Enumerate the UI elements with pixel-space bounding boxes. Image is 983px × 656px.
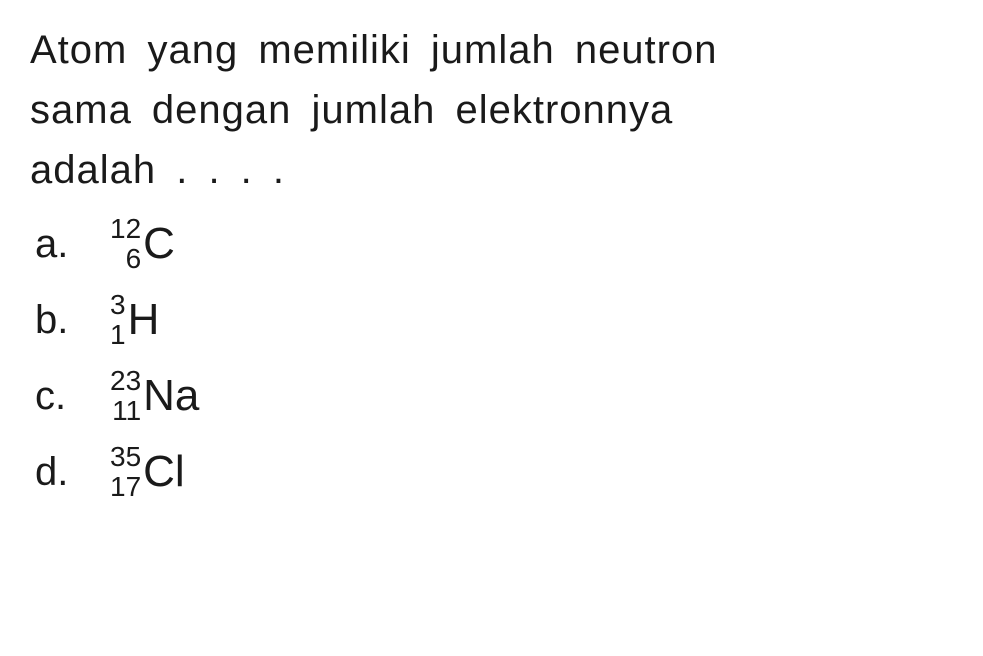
question-line-3: adalah . . . . <box>30 148 285 192</box>
option-letter: a. <box>35 222 110 267</box>
numbers-column: 23 11 <box>110 367 141 425</box>
atomic-number: 6 <box>126 245 142 273</box>
question-line-2: sama dengan jumlah elektronnya <box>30 88 673 132</box>
element-symbol: Cl <box>143 450 185 494</box>
mass-number: 12 <box>110 215 141 243</box>
mass-number: 23 <box>110 367 141 395</box>
numbers-column: 12 6 <box>110 215 141 273</box>
element-symbol: C <box>143 222 175 266</box>
atomic-number: 1 <box>110 321 126 349</box>
option-c: c. 23 11 Na <box>35 367 953 425</box>
isotope-notation: 12 6 C <box>110 215 175 273</box>
option-b: b. 3 1 H <box>35 291 953 349</box>
atomic-number: 17 <box>110 473 141 501</box>
question-line-1: Atom yang memiliki jumlah neutron <box>30 28 717 72</box>
options-container: a. 12 6 C b. 3 1 H c. 23 11 Na <box>30 215 953 501</box>
atomic-number: 11 <box>112 397 141 425</box>
question-text: Atom yang memiliki jumlah neutron sama d… <box>30 20 953 200</box>
isotope-notation: 23 11 Na <box>110 367 199 425</box>
option-letter: c. <box>35 374 110 419</box>
numbers-column: 3 1 <box>110 291 126 349</box>
numbers-column: 35 17 <box>110 443 141 501</box>
option-letter: d. <box>35 450 110 495</box>
element-symbol: Na <box>143 374 199 418</box>
option-letter: b. <box>35 298 110 343</box>
mass-number: 35 <box>110 443 141 471</box>
isotope-notation: 35 17 Cl <box>110 443 185 501</box>
mass-number: 3 <box>110 291 126 319</box>
element-symbol: H <box>128 298 160 342</box>
option-a: a. 12 6 C <box>35 215 953 273</box>
option-d: d. 35 17 Cl <box>35 443 953 501</box>
isotope-notation: 3 1 H <box>110 291 159 349</box>
